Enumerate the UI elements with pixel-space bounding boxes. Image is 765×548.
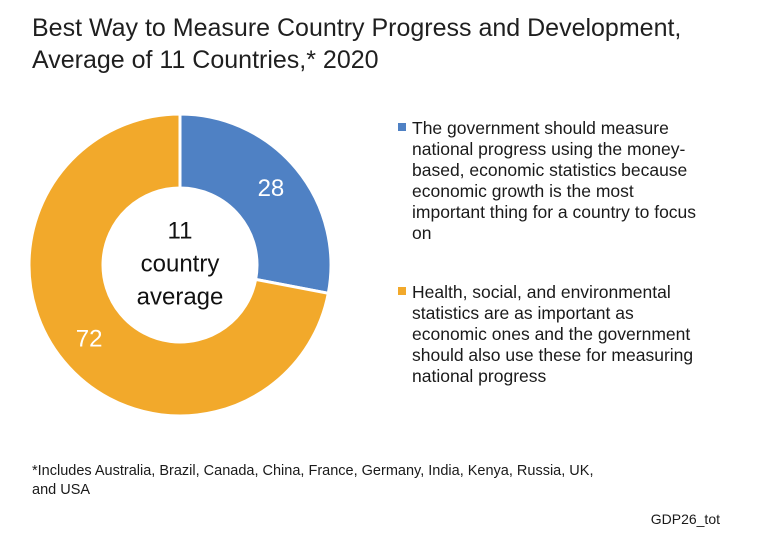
donut-center-label: 11 <box>168 217 193 244</box>
footnote-line: *Includes Australia, Brazil, Canada, Chi… <box>32 463 594 479</box>
legend-text-line: on <box>412 223 432 243</box>
donut-chart: 28 72 11 country average <box>27 112 333 418</box>
chart-title: Best Way to Measure Country Progress and… <box>32 12 752 76</box>
donut-slice <box>178 112 333 296</box>
chart-title-line: Average of 11 Countries,* 2020 <box>32 46 379 74</box>
legend-text-line: national progress using the money- <box>412 139 686 159</box>
legend-item-economic: The government should measure national p… <box>398 118 748 244</box>
legend-swatch <box>398 287 406 295</box>
source-code: GDP26_tot <box>650 511 720 527</box>
donut-center-label: country <box>141 250 220 277</box>
legend-text-line: The government should measure <box>412 118 669 138</box>
legend-text-line: should also use these for measuring <box>412 345 694 365</box>
footnote-line: and USA <box>32 482 91 498</box>
chart-title-line: Best Way to Measure Country Progress and… <box>32 14 682 42</box>
slice-value-label: 28 <box>258 175 285 202</box>
donut-center-label: average <box>137 283 224 310</box>
legend-text-line: national progress <box>412 366 547 386</box>
legend-item-social: Health, social, and environmental statis… <box>398 282 748 387</box>
legend-text-line: based, economic statistics because <box>412 160 688 180</box>
legend-text-line: economic ones and the government <box>412 324 691 344</box>
legend-text-line: statistics are as important as <box>412 303 634 323</box>
legend-text-line: economic growth is the most <box>412 181 634 201</box>
slice-value-label: 72 <box>76 326 103 353</box>
legend: The government should measure national p… <box>398 118 748 387</box>
legend-text-line: important thing for a country to focus <box>412 202 697 222</box>
donut-slice <box>27 112 331 418</box>
footnote: *Includes Australia, Brazil, Canada, Chi… <box>32 462 742 500</box>
legend-swatch <box>398 123 406 131</box>
legend-text-line: Health, social, and environmental <box>412 282 671 302</box>
